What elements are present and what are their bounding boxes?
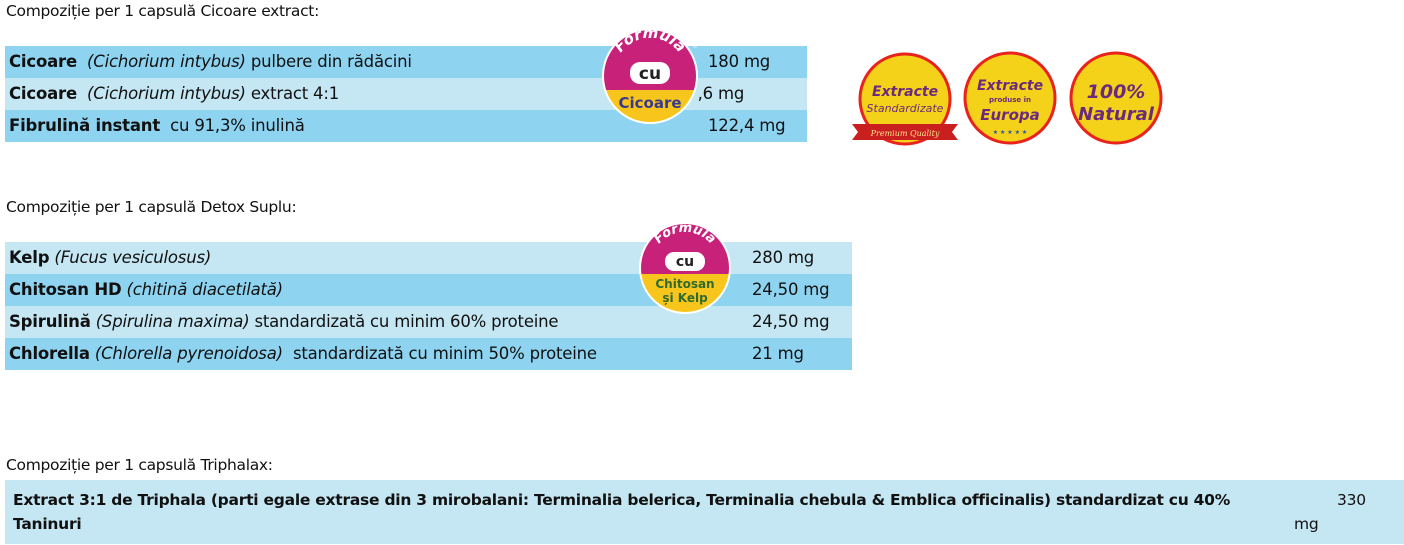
amount: 280 mg [752, 248, 815, 267]
svg-text:Natural: Natural [1078, 104, 1155, 125]
svg-text:Standardizate: Standardizate [867, 102, 944, 115]
badge-mid-text: cu [639, 64, 661, 84]
amount-value: 330 [1337, 491, 1366, 509]
svg-text:produse în: produse în [989, 96, 1031, 104]
svg-text:Europa: Europa [980, 106, 1040, 124]
amount: 180 mg [708, 52, 771, 71]
extracte-standardizate-badge-icon: Extracte Standardizate Premium Quality [852, 52, 958, 146]
extracte-europa-badge-icon: Extracte produse în Europa ★ ★ ★ ★ ★ [963, 51, 1057, 145]
amount: 24,50 mg [752, 280, 830, 299]
formula-cicoare-badge-icon: Formula ® cu Cicoare [602, 24, 698, 124]
table-row: Chlorella (Chlorella pyrenoidosa) standa… [5, 338, 852, 370]
amount: 122,4 mg [708, 116, 786, 135]
table-row: Spirulină (Spirulina maxima) standardiza… [5, 306, 852, 338]
svg-text:★ ★ ★ ★ ★: ★ ★ ★ ★ ★ [993, 129, 1028, 136]
natural-100-badge-icon: 100% Natural [1069, 51, 1163, 145]
section-heading-triphalax: Compoziție per 1 capsulă Triphalax: [6, 456, 273, 474]
amount-unit: mg [1294, 515, 1319, 533]
composition-table-detox: Kelp (Fucus vesiculosus) 280 mg Chitosan… [5, 242, 852, 370]
amount: 21 mg [752, 344, 804, 363]
svg-text:Extracte: Extracte [977, 78, 1043, 94]
formula-chitosan-kelp-badge-icon: Formula ® cu Chitosan și Kelp [639, 221, 731, 314]
svg-text:și Kelp: și Kelp [662, 291, 708, 305]
ingredient-text: Extract 3:1 de Triphala (parti egale ext… [13, 491, 1231, 533]
svg-text:Premium Quality: Premium Quality [870, 129, 940, 138]
svg-text:cu: cu [676, 254, 694, 270]
svg-text:100%: 100% [1087, 81, 1146, 103]
section-heading-detox: Compoziție per 1 capsulă Detox Suplu: [6, 198, 297, 216]
svg-text:Chitosan: Chitosan [655, 277, 714, 291]
svg-text:®: ® [725, 237, 731, 244]
section-heading-cicoare: Compoziție per 1 capsulă Cicoare extract… [6, 2, 320, 20]
svg-text:Extracte: Extracte [872, 84, 938, 100]
svg-text:®: ® [692, 43, 698, 50]
composition-table-triphalax: Extract 3:1 de Triphala (parti egale ext… [5, 480, 1404, 544]
amount: 24,50 mg [752, 312, 830, 331]
badge-bottom-text: Cicoare [618, 94, 681, 112]
